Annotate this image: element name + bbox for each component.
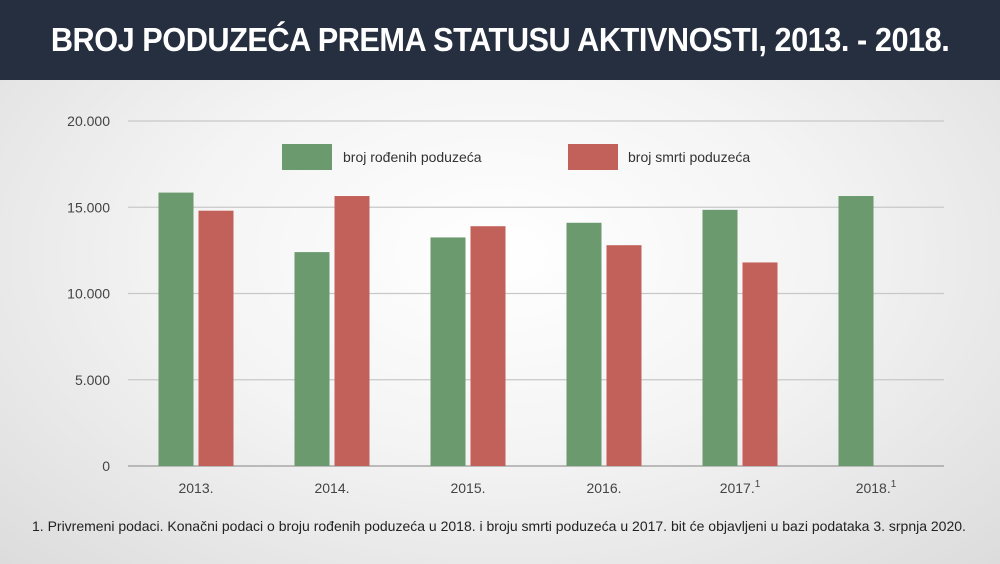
legend-swatch	[568, 144, 618, 170]
x-tick-label: 2015.	[450, 480, 485, 496]
chart-title: BROJ PODUZEĆA PREMA STATUSU AKTIVNOSTI, …	[50, 21, 950, 58]
legend-swatch	[282, 144, 332, 170]
bar-smrti	[334, 196, 370, 466]
legend-label: broj smrti poduzeća	[628, 149, 750, 165]
bar-chart: 0 5.000 10.000 15.000 20.000 2013. 2014. 2015. 2…	[67, 113, 944, 496]
x-tick-label: 2014.	[314, 480, 349, 496]
footnote: 1. Privremeni podaci. Konačni podaci o b…	[32, 518, 966, 534]
bar-rodenih	[702, 209, 738, 466]
y-tick-label: 20.000	[67, 113, 110, 129]
x-tick-label: 2016.	[586, 480, 621, 496]
y-tick-label: 15.000	[67, 199, 110, 215]
bar-smrti	[470, 226, 506, 466]
bar-smrti	[742, 262, 778, 466]
x-tick-label: 2018.1	[856, 479, 897, 496]
legend: broj rođenih poduzeća broj smrti poduzeća	[282, 144, 750, 170]
y-tick-label: 0	[102, 458, 110, 474]
gridlines	[128, 120, 944, 467]
bar-rodenih	[158, 192, 194, 466]
footnote-marker: 1	[891, 479, 897, 490]
x-tick-label: 2013.	[178, 480, 213, 496]
title-bar: BROJ PODUZEĆA PREMA STATUSU AKTIVNOSTI, …	[0, 0, 1000, 80]
bar-rodenih	[430, 237, 466, 466]
bar-rodenih	[294, 252, 330, 466]
footnote-marker: 1	[755, 479, 761, 490]
y-tick-label: 5.000	[75, 372, 110, 388]
bar-rodenih	[838, 196, 874, 466]
axes: 0 5.000 10.000 15.000 20.000 2013. 2014. 2015. 2…	[67, 113, 897, 496]
y-tick-label: 10.000	[67, 286, 110, 302]
legend-label: broj rođenih poduzeća	[343, 149, 482, 165]
bar-smrti	[606, 245, 642, 466]
x-tick-label: 2017.1	[720, 479, 761, 496]
bar-smrti	[198, 210, 234, 466]
bars	[158, 192, 874, 466]
bar-rodenih	[566, 222, 602, 466]
